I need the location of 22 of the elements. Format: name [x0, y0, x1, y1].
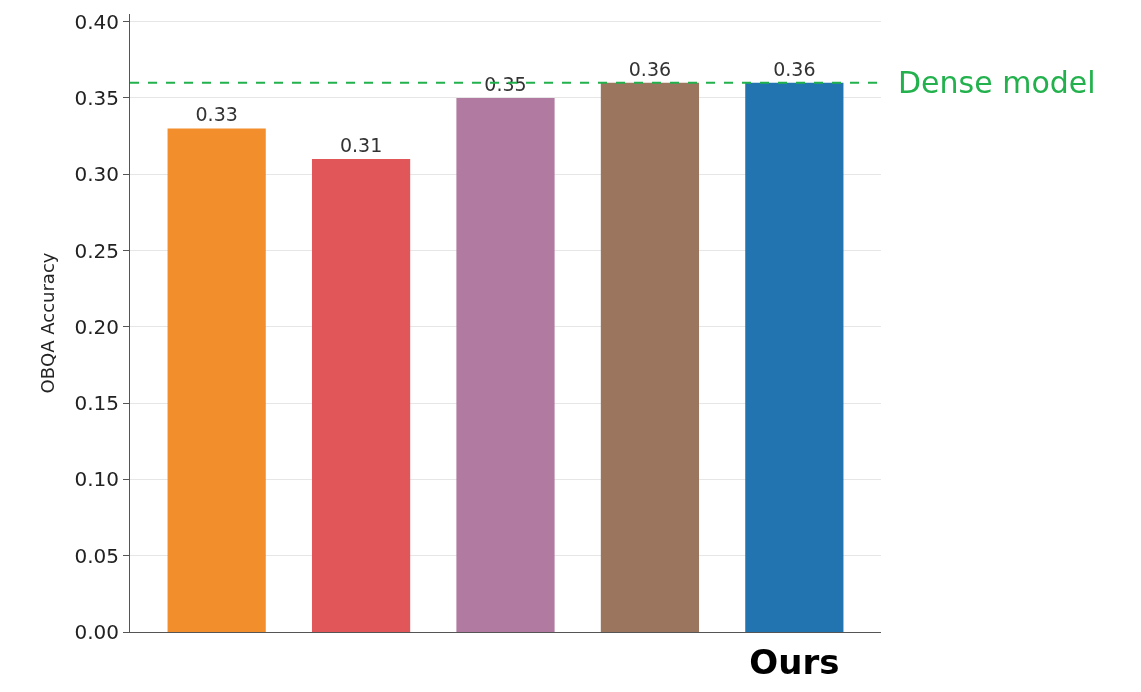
- bar: [311, 158, 411, 632]
- ref-line-label: Dense model: [898, 65, 1096, 100]
- y-tick-label: 0.15: [74, 391, 119, 416]
- bar: [167, 128, 266, 632]
- bar: [456, 97, 555, 632]
- y-tick-label: 0.00: [74, 620, 119, 644]
- y-tick-label: 0.20: [74, 314, 119, 339]
- y-axis-title: OBQA Accuracy: [36, 252, 58, 394]
- y-tick-label: 0.40: [74, 9, 119, 34]
- data-label: 0.31: [339, 133, 383, 156]
- y-tick-label: 0.30: [74, 162, 119, 187]
- y-tick-label: 0.05: [74, 543, 119, 568]
- bar: [600, 82, 700, 632]
- data-label: 0.36: [773, 57, 816, 80]
- y-tick-label: 0.25: [74, 238, 119, 263]
- data-label: 0.35: [484, 72, 527, 95]
- data-label: 0.36: [628, 57, 672, 80]
- y-tick-label: 0.10: [74, 467, 119, 492]
- bar: [745, 82, 844, 632]
- data-label: 0.33: [195, 103, 238, 126]
- x-tick-label: Ours: [749, 641, 840, 682]
- y-tick-label: 0.35: [74, 85, 119, 110]
